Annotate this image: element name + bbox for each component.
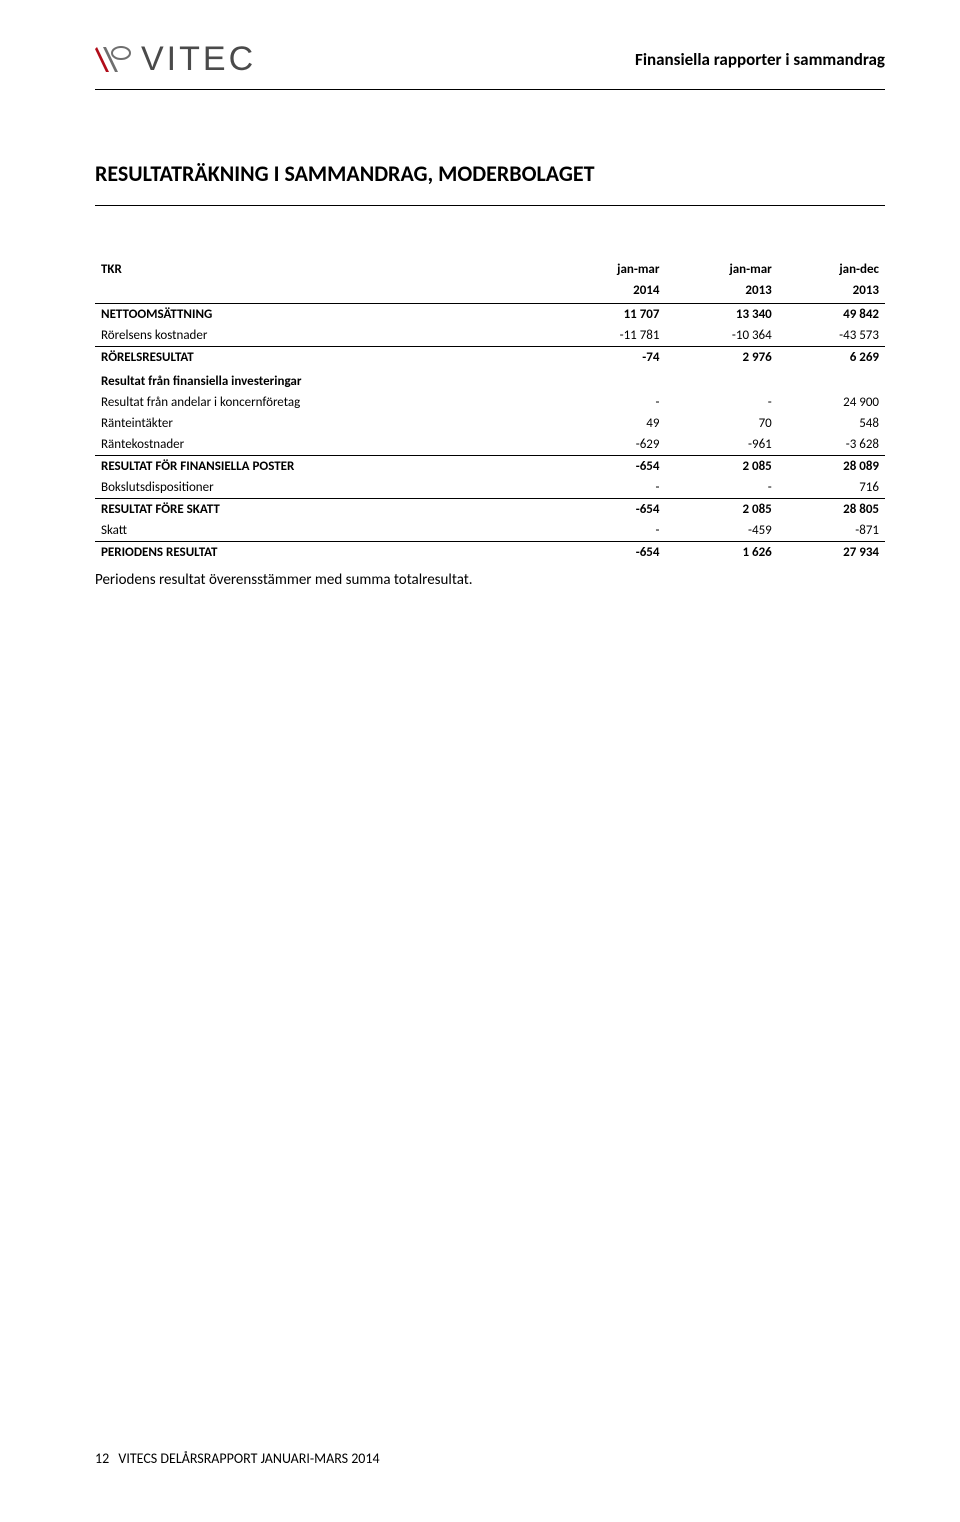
unit-label: TKR <box>95 256 553 280</box>
blank-head <box>95 280 553 304</box>
header-divider <box>95 89 885 90</box>
row-label: Rörelsens kostnader <box>95 325 553 347</box>
table-row: Resultat från finansiella investeringar <box>95 368 885 392</box>
row-value: 11 707 <box>553 304 665 326</box>
row-value: -871 <box>778 520 885 542</box>
row-value: 13 340 <box>665 304 777 326</box>
table-row: Räntekostnader-629-961-3 628 <box>95 434 885 456</box>
section-title-divider <box>95 205 885 206</box>
page-footer: 12 VITECS DELÅRSRAPPORT JANUARI-MARS 201… <box>95 1450 380 1467</box>
row-label: NETTOOMSÄTTNING <box>95 304 553 326</box>
col-head-bottom-0: 2014 <box>553 280 665 304</box>
row-value: -3 628 <box>778 434 885 456</box>
row-value: -43 573 <box>778 325 885 347</box>
row-value: 49 842 <box>778 304 885 326</box>
table-row: RESULTAT FÖR FINANSIELLA POSTER-6542 085… <box>95 456 885 478</box>
row-label: Ränteintäkter <box>95 413 553 434</box>
row-value: -961 <box>665 434 777 456</box>
table-header-row-2: 2014 2013 2013 <box>95 280 885 304</box>
row-value: -654 <box>553 499 665 521</box>
logo: VITEC <box>95 40 256 79</box>
row-value: 28 805 <box>778 499 885 521</box>
row-value: 1 626 <box>665 542 777 564</box>
row-label: Resultat från finansiella investeringar <box>95 368 553 392</box>
table-row: NETTOOMSÄTTNING11 70713 34049 842 <box>95 304 885 326</box>
row-value: -10 364 <box>665 325 777 347</box>
row-value: - <box>553 477 665 499</box>
table-row: Rörelsens kostnader-11 781-10 364-43 573 <box>95 325 885 347</box>
col-head-top-0: jan-mar <box>553 256 665 280</box>
footer-text: VITECS DELÅRSRAPPORT JANUARI-MARS 2014 <box>118 1450 379 1467</box>
row-value: -11 781 <box>553 325 665 347</box>
footnote-text: Periodens resultat överensstämmer med su… <box>95 571 885 589</box>
header-section-title: Finansiella rapporter i sammandrag <box>635 49 885 70</box>
row-value: -654 <box>553 542 665 564</box>
table-row: Ränteintäkter4970548 <box>95 413 885 434</box>
row-value: - <box>553 520 665 542</box>
row-value: 716 <box>778 477 885 499</box>
row-value <box>665 368 777 392</box>
page-number: 12 <box>95 1450 109 1467</box>
col-head-bottom-2: 2013 <box>778 280 885 304</box>
row-value: -654 <box>553 456 665 478</box>
logo-icon <box>95 45 131 75</box>
row-label: Räntekostnader <box>95 434 553 456</box>
row-label: Bokslutsdispositioner <box>95 477 553 499</box>
row-value: 2 085 <box>665 499 777 521</box>
row-label: Resultat från andelar i koncernföretag <box>95 392 553 413</box>
col-head-bottom-1: 2013 <box>665 280 777 304</box>
row-value <box>553 368 665 392</box>
row-value: 2 085 <box>665 456 777 478</box>
row-value: 548 <box>778 413 885 434</box>
table-row: PERIODENS RESULTAT-6541 62627 934 <box>95 542 885 564</box>
table-row: RESULTAT FÖRE SKATT-6542 08528 805 <box>95 499 885 521</box>
row-value: -629 <box>553 434 665 456</box>
section-title: RESULTATRÄKNING I SAMMANDRAG, MODERBOLAG… <box>95 160 885 187</box>
col-head-top-1: jan-mar <box>665 256 777 280</box>
row-label: PERIODENS RESULTAT <box>95 542 553 564</box>
table-row: RÖRELSRESULTAT-742 9766 269 <box>95 347 885 369</box>
row-value: 6 269 <box>778 347 885 369</box>
logo-text: VITEC <box>141 40 256 79</box>
row-label: RESULTAT FÖR FINANSIELLA POSTER <box>95 456 553 478</box>
row-label: RESULTAT FÖRE SKATT <box>95 499 553 521</box>
row-value: 70 <box>665 413 777 434</box>
row-value: - <box>665 477 777 499</box>
col-head-top-2: jan-dec <box>778 256 885 280</box>
table-row: Resultat från andelar i koncernföretag--… <box>95 392 885 413</box>
row-value: 2 976 <box>665 347 777 369</box>
row-value: 28 089 <box>778 456 885 478</box>
row-value: 24 900 <box>778 392 885 413</box>
table-row: Skatt--459-871 <box>95 520 885 542</box>
row-value <box>778 368 885 392</box>
row-value: 27 934 <box>778 542 885 564</box>
table-row: Bokslutsdispositioner--716 <box>95 477 885 499</box>
row-label: Skatt <box>95 520 553 542</box>
page-header: VITEC Finansiella rapporter i sammandrag <box>95 40 885 79</box>
row-value: - <box>665 392 777 413</box>
table-header-row-1: TKR jan-mar jan-mar jan-dec <box>95 256 885 280</box>
row-value: - <box>553 392 665 413</box>
row-value: -459 <box>665 520 777 542</box>
row-label: RÖRELSRESULTAT <box>95 347 553 369</box>
row-value: -74 <box>553 347 665 369</box>
income-statement-table: TKR jan-mar jan-mar jan-dec 2014 2013 20… <box>95 256 885 563</box>
row-value: 49 <box>553 413 665 434</box>
